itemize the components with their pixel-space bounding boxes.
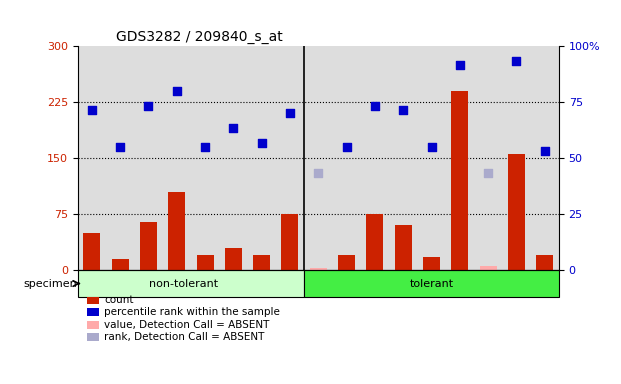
Text: value, Detection Call = ABSENT: value, Detection Call = ABSENT (104, 320, 270, 330)
Point (172, 88, 182, 94)
Point (143, 103, 153, 109)
Bar (338, 255, 355, 270)
Point (540, 147, 550, 154)
Bar (423, 257, 440, 270)
Point (256, 140, 266, 146)
Point (115, 144, 125, 150)
Point (87, 106, 97, 113)
FancyBboxPatch shape (304, 270, 559, 297)
Point (313, 170, 323, 176)
Text: GDS3282 / 209840_s_at: GDS3282 / 209840_s_at (116, 30, 283, 44)
Point (455, 62, 465, 68)
Bar (537, 255, 553, 270)
Bar (281, 214, 299, 270)
Point (285, 110, 295, 116)
Bar (112, 259, 129, 270)
Bar (508, 154, 525, 270)
Bar (479, 266, 497, 270)
Bar (168, 192, 185, 270)
Text: tolerant: tolerant (409, 278, 453, 288)
Bar (87, 321, 99, 329)
Bar (87, 333, 99, 341)
Point (483, 170, 493, 176)
Point (370, 103, 380, 109)
Text: specimen: specimen (24, 278, 78, 288)
Text: non-tolerant: non-tolerant (149, 278, 219, 288)
Point (427, 144, 437, 150)
Bar (140, 222, 157, 270)
Point (229, 125, 238, 131)
Text: percentile rank within the sample: percentile rank within the sample (104, 307, 280, 317)
Text: rank, Detection Call = ABSENT: rank, Detection Call = ABSENT (104, 332, 265, 342)
Point (342, 144, 351, 150)
Text: count: count (104, 295, 134, 305)
Bar (395, 225, 412, 270)
Bar (451, 91, 468, 270)
Bar (310, 268, 327, 270)
Point (398, 106, 408, 113)
Bar (253, 255, 270, 270)
Point (512, 58, 522, 64)
Point (200, 144, 210, 150)
Bar (225, 248, 242, 270)
Bar (196, 255, 214, 270)
Bar (87, 308, 99, 316)
Bar (366, 214, 383, 270)
FancyBboxPatch shape (78, 270, 304, 297)
Bar (83, 233, 100, 270)
Bar (87, 296, 99, 304)
